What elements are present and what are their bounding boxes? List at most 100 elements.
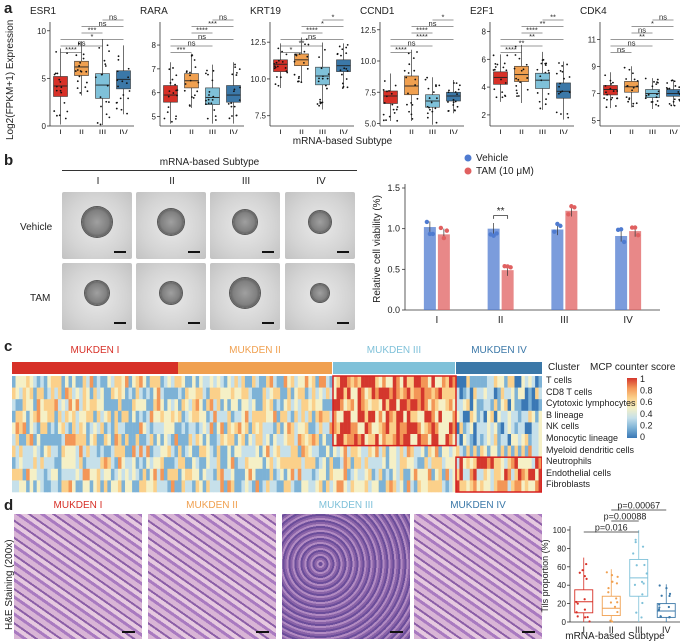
heatmap-cell	[375, 399, 379, 412]
sig-label: ****	[196, 26, 208, 35]
heatmap-cell	[72, 399, 76, 412]
heatmap-cell	[12, 422, 16, 435]
heatmap-cell	[294, 410, 299, 423]
heatmap-cell	[96, 422, 101, 435]
data-point	[339, 69, 342, 72]
heatmap-cell	[445, 376, 450, 388]
data-point	[547, 92, 550, 95]
heatmap-cell	[469, 445, 474, 458]
heatmap-cell	[12, 376, 16, 388]
panel-a-ylabel: Log2(FPKM+1) Expression	[5, 19, 16, 140]
heatmap-cell	[117, 457, 122, 470]
data-point	[184, 83, 187, 85]
heatmap-cell	[244, 457, 249, 470]
data-point	[612, 90, 615, 92]
heatmap-cell	[213, 410, 218, 423]
heatmap-cell	[230, 457, 235, 470]
heatmap-cell	[146, 410, 151, 423]
heatmap-cell	[375, 468, 379, 481]
data-point	[558, 92, 560, 95]
heatmap-cell	[135, 457, 140, 470]
gene-title: CCND1	[360, 6, 395, 17]
heatmap-cell	[329, 387, 334, 400]
data-point	[625, 78, 628, 80]
heatmap-cell	[396, 457, 401, 470]
data-point	[403, 69, 406, 72]
heatmap-cell	[202, 457, 207, 470]
heatmap-cell	[473, 457, 477, 470]
data-point	[169, 82, 172, 84]
heatmap-cell	[146, 422, 151, 435]
data-point	[642, 582, 645, 585]
heatmap-cell	[343, 387, 348, 400]
heatmap-cell	[389, 457, 394, 470]
data-point	[273, 65, 276, 67]
data-point	[611, 580, 614, 583]
data-point	[318, 56, 320, 59]
data-point	[117, 55, 120, 58]
heatmap-cell	[354, 457, 358, 470]
heatmap-cell	[420, 399, 425, 412]
heatmap-cell	[36, 457, 41, 470]
heatmap-cell	[413, 399, 418, 412]
heatmap-cell	[75, 399, 80, 412]
heatmap-cell	[452, 422, 457, 435]
heatmap-cell	[33, 387, 38, 400]
heatmap-cell	[89, 445, 94, 458]
data-point	[76, 80, 79, 83]
heatmap-cell	[417, 422, 422, 435]
scale-bar	[122, 631, 135, 633]
heatmap-cell	[75, 410, 80, 423]
heatmap-cell	[57, 410, 62, 423]
heatmap-cell	[146, 434, 151, 446]
highlight-box	[455, 456, 542, 493]
heatmap-cell	[107, 399, 112, 412]
heatmap-cell	[22, 445, 27, 458]
heatmap-cell	[333, 445, 337, 458]
heatmap-cell	[531, 480, 536, 493]
heatmap-cell	[452, 480, 457, 493]
data-point	[79, 70, 82, 72]
heatmap-cell	[199, 422, 203, 435]
heatmap-cell	[304, 399, 309, 412]
heatmap-cell	[325, 422, 330, 435]
panel-b-row-vehicle: Vehicle	[20, 222, 53, 233]
heatmap-cell	[36, 399, 41, 412]
data-point	[388, 115, 391, 118]
heatmap-cell	[333, 434, 337, 446]
heatmap-cell	[181, 422, 186, 435]
heatmap-cell	[469, 422, 474, 435]
data-point	[171, 120, 173, 123]
data-point	[342, 85, 345, 88]
heatmap-cell	[110, 434, 115, 446]
heatmap-cell	[43, 376, 48, 388]
data-point	[526, 77, 529, 79]
heatmap-cell	[301, 434, 306, 446]
heatmap-cell	[255, 445, 260, 458]
heatmap-cell	[483, 457, 488, 470]
data-point	[444, 228, 450, 233]
heatmap-cell	[350, 422, 355, 435]
data-point	[606, 93, 608, 96]
heatmap-cell	[160, 457, 165, 470]
heatmap-cell	[156, 387, 161, 400]
heatmap-cell	[114, 399, 119, 412]
heatmap-cell	[72, 445, 76, 458]
box	[556, 82, 571, 99]
heatmap-cell	[107, 480, 112, 493]
data-point	[647, 93, 650, 96]
heatmap-cell	[156, 468, 161, 481]
data-point	[452, 98, 455, 101]
heatmap-cell	[244, 410, 249, 423]
heatmap-cell	[227, 445, 232, 458]
heatmap-cell	[57, 457, 62, 470]
heatmap-cell	[139, 399, 143, 412]
heatmap-cell	[64, 387, 69, 400]
data-point	[298, 53, 301, 55]
heatmap-cell	[50, 399, 55, 412]
data-point	[58, 114, 61, 117]
data-point	[285, 53, 288, 56]
data-point	[410, 102, 413, 104]
data-point	[432, 91, 435, 94]
heatmap-cell	[535, 376, 539, 388]
